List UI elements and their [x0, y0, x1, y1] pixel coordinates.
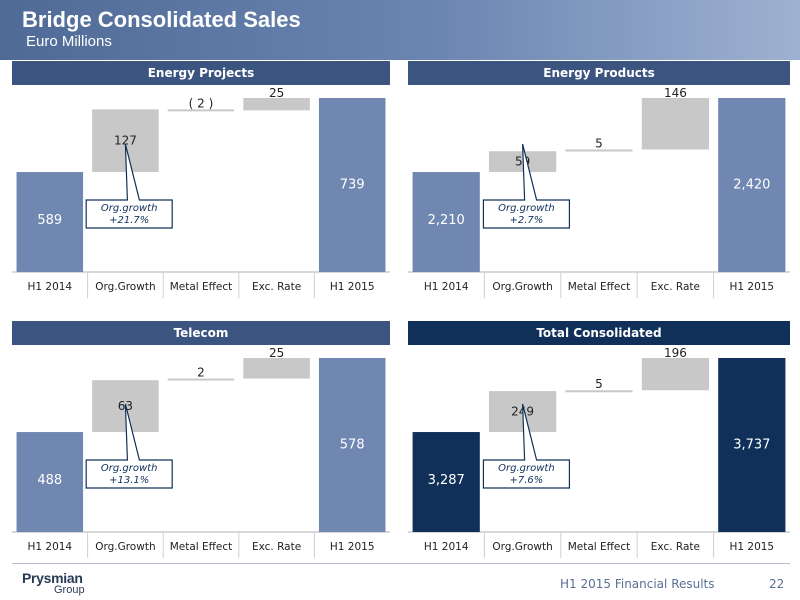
tick-label: Metal Effect — [568, 281, 631, 293]
panel-title-total-consolidated: Total Consolidated — [408, 321, 790, 345]
bar-h1-2015 — [318, 98, 386, 272]
annotation-text: +21.7% — [109, 215, 149, 226]
chart-energy-projects: 589 H1 2014 127 Org.Growth ( 2 ) Metal Effect… — [12, 88, 390, 298]
tick-label: Exc. Rate — [651, 281, 700, 293]
tick-label: Org.Growth — [492, 281, 552, 293]
annotation-text: +2.7% — [510, 215, 544, 226]
company-logo-sub: Group — [54, 584, 85, 596]
data-label: 25 — [269, 88, 284, 100]
tick-label: Exc. Rate — [651, 541, 700, 553]
bar-org-growth — [488, 151, 557, 173]
chart-energy-projects-svg: 589 H1 2014 127 Org.Growth ( 2 ) Metal Effect… — [12, 88, 390, 298]
tick-label: H1 2015 — [330, 281, 375, 293]
tick-label: Metal Effect — [568, 541, 631, 553]
bar-exc-rate — [641, 358, 710, 391]
tick-label: H1 2014 — [27, 541, 72, 553]
bar-h1-2015 — [318, 358, 386, 532]
data-label: 2 — [197, 366, 205, 380]
tick-label: H1 2014 — [424, 281, 469, 293]
footer-divider — [12, 563, 790, 564]
bar-h1-2014 — [412, 172, 480, 272]
annotation-text: Org.growth — [498, 203, 555, 214]
data-label: 589 — [37, 213, 62, 228]
bar-h1-2014 — [16, 432, 84, 532]
data-label: 3,287 — [428, 473, 465, 488]
bar-metal-effect — [565, 149, 633, 152]
annotation-text: Org.growth — [101, 203, 158, 214]
data-label: 578 — [340, 437, 365, 452]
chart-energy-products: 2,210 H1 2014 59 Org.Growth 5 Metal Effect 146… — [408, 88, 790, 298]
bar-exc-rate — [243, 98, 310, 111]
tick-label: H1 2015 — [330, 541, 375, 553]
data-label: 488 — [37, 473, 62, 488]
annotation-callout — [482, 403, 571, 489]
data-label: 5 — [595, 136, 603, 150]
page-number: 22 — [769, 577, 785, 591]
bar-exc-rate — [641, 98, 710, 150]
annotation-callout — [85, 403, 173, 489]
data-label: 146 — [664, 88, 687, 100]
bar-metal-effect — [167, 109, 235, 112]
tick-label: Org.Growth — [95, 541, 155, 553]
annotation-text: +13.1% — [109, 475, 149, 486]
annotation-text: +7.6% — [510, 475, 544, 486]
data-label: 3,737 — [733, 437, 770, 452]
footer-title: H1 2015 Financial Results — [560, 577, 715, 591]
data-label: 127 — [114, 134, 137, 148]
slide-subtitle: Euro Millions — [26, 33, 112, 50]
annotation-text: Org.growth — [101, 463, 158, 474]
slide-title: Bridge Consolidated Sales — [22, 7, 301, 32]
slide-header: Bridge Consolidated Sales Euro Millions — [0, 0, 800, 60]
bar-h1-2014 — [412, 432, 480, 532]
tick-label: Exc. Rate — [252, 541, 301, 553]
bar-metal-effect — [167, 378, 235, 381]
tick-label: H1 2015 — [729, 281, 774, 293]
tick-label: H1 2014 — [424, 541, 469, 553]
tick-label: Metal Effect — [170, 541, 233, 553]
annotation-callout — [482, 143, 571, 229]
annotation-text: Org.growth — [498, 463, 555, 474]
data-label: 5 — [595, 377, 603, 391]
panel-title-energy-projects: Energy Projects — [12, 61, 390, 85]
bar-h1-2014 — [16, 172, 84, 272]
company-logo: Prysmian — [22, 570, 83, 586]
tick-label: H1 2015 — [729, 541, 774, 553]
bar-h1-2015 — [718, 98, 786, 272]
bar-metal-effect — [565, 390, 633, 393]
data-label: ( 2 ) — [189, 96, 214, 110]
bar-org-growth — [92, 109, 159, 173]
panel-title-energy-products: Energy Products — [408, 61, 790, 85]
data-label: 25 — [269, 348, 284, 360]
tick-label: Metal Effect — [170, 281, 233, 293]
tick-label: Org.Growth — [492, 541, 552, 553]
data-label: 739 — [340, 177, 365, 192]
tick-label: Org.Growth — [95, 281, 155, 293]
panel-title-telecom: Telecom — [12, 321, 390, 345]
tick-label: H1 2014 — [27, 281, 72, 293]
bar-h1-2015 — [718, 358, 786, 532]
annotation-callout — [85, 143, 173, 229]
bar-exc-rate — [243, 358, 310, 379]
data-label: 2,210 — [428, 213, 465, 228]
tick-label: Exc. Rate — [252, 281, 301, 293]
data-label: 196 — [664, 348, 687, 360]
data-label: 2,420 — [733, 177, 770, 192]
